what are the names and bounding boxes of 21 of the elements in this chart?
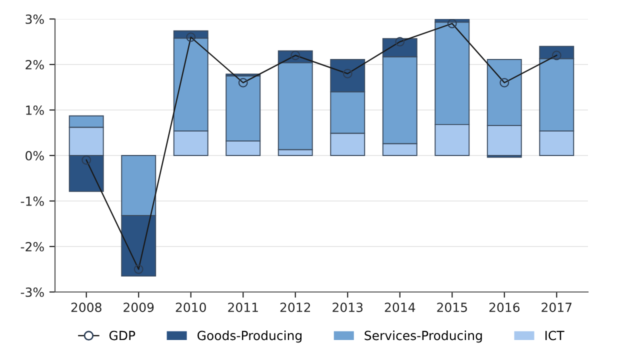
legend-label: GDP (109, 330, 136, 340)
y-tick-label: 1% (26, 105, 44, 115)
x-tick-label: 2017 (542, 302, 572, 312)
y-tick-label: -1% (20, 196, 44, 206)
x-tick-label: 2011 (228, 302, 258, 312)
y-tick-label: 3% (26, 14, 44, 24)
y-tick-label: 0% (26, 150, 44, 160)
x-tick-label: 2009 (124, 302, 154, 312)
x-tick-label: 2010 (176, 302, 206, 312)
x-tick-label: 2012 (280, 302, 310, 312)
legend-label: Goods-Producing (198, 330, 302, 343)
x-tick-label: 2016 (489, 302, 520, 312)
x-tick-label: 2008 (71, 302, 102, 312)
legend-label: ICT (545, 330, 564, 340)
y-tick-label: 2% (26, 60, 44, 70)
y-tick-label: -2% (20, 242, 44, 252)
y-tick-label: -3% (20, 287, 44, 297)
x-tick-label: 2014 (384, 302, 416, 312)
legend-label: Services-Producing (364, 330, 482, 343)
x-tick-label: 2015 (437, 302, 467, 312)
x-tick-label: 2013 (332, 302, 363, 312)
